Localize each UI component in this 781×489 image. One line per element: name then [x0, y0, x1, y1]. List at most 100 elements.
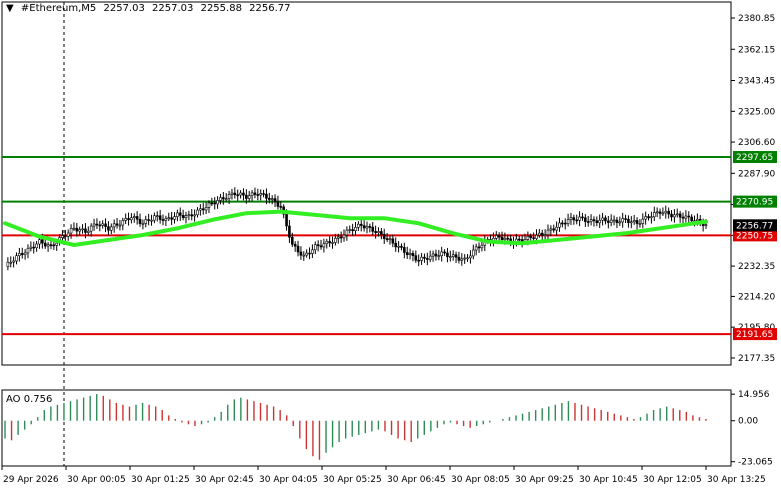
level-red-tag: [733, 229, 777, 242]
candle-body: [279, 206, 283, 208]
candle-body: [394, 242, 398, 248]
dropdown-triangle-icon[interactable]: ▼: [6, 3, 14, 14]
candle-body: [658, 211, 662, 214]
time-tick-label: 29 Apr 2026: [3, 475, 59, 485]
candle-body: [293, 243, 297, 247]
candle-body: [604, 217, 607, 222]
level-red-tag: [733, 328, 777, 341]
candle-body: [43, 242, 47, 247]
candle-body: [253, 192, 257, 195]
price-tick-label: 2214.20: [738, 292, 775, 302]
candle-body: [331, 242, 334, 244]
main-plot-frame: [1, 1, 732, 366]
candle-body: [647, 216, 650, 219]
price-tick-label: 2232.35: [738, 262, 775, 272]
candle-body: [135, 216, 139, 220]
candle-body: [687, 215, 691, 218]
candle-body: [299, 251, 303, 256]
candle-body: [313, 244, 317, 251]
time-tick-label: 30 Apr 00:05: [67, 475, 126, 485]
candle-body: [210, 202, 214, 205]
candle-body: [420, 256, 423, 261]
candle-body: [72, 227, 76, 230]
price-tick-label: 2306.60: [738, 138, 775, 148]
candle-body: [245, 194, 248, 199]
candle-body: [681, 216, 685, 219]
ao-tick-label: 0.00: [738, 417, 758, 427]
level-green-label: 2297.65: [736, 153, 773, 163]
candle-body: [196, 209, 199, 216]
candle-body: [219, 197, 222, 201]
candle-body: [463, 257, 466, 260]
candle-body: [538, 232, 541, 236]
candle-body: [655, 211, 659, 214]
candle-body: [95, 223, 99, 226]
candle-body: [26, 247, 30, 254]
candle-body: [81, 228, 84, 231]
candle-body: [673, 214, 676, 218]
candle-body: [319, 245, 323, 248]
candle-body: [328, 241, 331, 244]
candle-body: [115, 223, 119, 226]
candle-body: [500, 236, 504, 241]
time-tick-label: 30 Apr 02:45: [195, 475, 254, 485]
candle-body: [641, 218, 645, 224]
candle-body: [408, 253, 412, 256]
candle-body: [440, 251, 443, 257]
candle-body: [18, 253, 21, 256]
candle-body: [426, 258, 429, 260]
time-tick-label: 30 Apr 13:25: [707, 475, 766, 485]
candle-body: [437, 255, 441, 258]
candle-body: [276, 201, 280, 207]
candle-body: [78, 229, 81, 232]
candle-body: [446, 252, 449, 258]
candle-body: [124, 218, 127, 221]
candle-body: [632, 220, 636, 223]
candle-body: [227, 194, 231, 199]
candle-body: [138, 218, 142, 224]
candle-body: [543, 234, 547, 237]
candle-body: [296, 245, 300, 253]
candle-body: [173, 216, 176, 220]
candle-body: [20, 253, 24, 256]
candle-body: [35, 243, 38, 249]
price-tick-label: 2380.85: [738, 14, 775, 24]
candle-body: [204, 206, 208, 211]
price-tick-label: 2177.35: [738, 354, 775, 364]
candle-body: [230, 192, 234, 195]
close-value: 2256.77: [249, 3, 291, 14]
candle-body: [549, 228, 553, 231]
candle-body: [572, 217, 576, 221]
candle-body: [101, 223, 104, 226]
candle-body: [690, 216, 693, 222]
candles-layer: [6, 187, 708, 271]
time-tick-label: 30 Apr 06:45: [387, 475, 446, 485]
candle-body: [506, 237, 510, 240]
candle-body: [431, 253, 435, 257]
candle-body: [288, 225, 291, 238]
moving-average-line: [3, 209, 708, 247]
level-red-label: 2250.75: [736, 231, 773, 241]
symbol-label: #Ethereum,M5: [20, 3, 97, 14]
candle-body: [311, 249, 314, 254]
candle-body: [380, 231, 383, 235]
candle-body: [273, 198, 277, 202]
candle-body: [158, 215, 162, 220]
candle-body: [201, 208, 205, 211]
candle-body: [575, 219, 579, 222]
candle-body: [526, 235, 530, 240]
candle-body: [233, 192, 237, 196]
candle-body: [466, 257, 469, 260]
candle-body: [566, 219, 570, 224]
time-tick-label: 30 Apr 10:45: [579, 475, 638, 485]
low-value: 2255.88: [200, 3, 242, 14]
candle-body: [75, 227, 79, 232]
candle-body: [305, 252, 308, 256]
candle-body: [391, 238, 395, 244]
ao-plot-frame: [1, 389, 732, 467]
candle-body: [388, 238, 392, 241]
time-tick-label: 30 Apr 04:05: [259, 475, 318, 485]
candle-body: [612, 219, 616, 222]
candle-body: [457, 256, 461, 261]
candle-body: [469, 255, 472, 259]
